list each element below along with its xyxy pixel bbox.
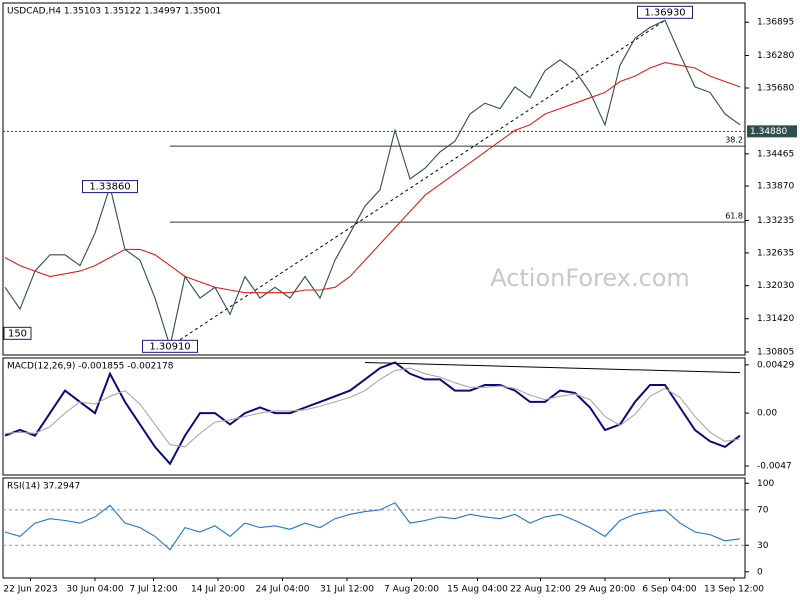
x-tick-label: 29 Aug 20:00 (575, 585, 636, 595)
y-tick-label: 1.31420 (757, 314, 794, 324)
price-annotation (142, 339, 198, 353)
y-tick-label: 100 (757, 479, 774, 489)
y-tick-label: 1.30805 (757, 348, 794, 358)
x-tick-label: 31 Jul 12:00 (320, 585, 374, 595)
x-tick-label: 24 Jul 04:00 (256, 585, 310, 595)
price-annotation (82, 180, 138, 194)
y-tick-label: 1.36280 (757, 51, 794, 61)
x-tick-label: 22 Aug 12:00 (510, 585, 571, 595)
price-annotation (637, 5, 693, 19)
trendline (169, 19, 666, 347)
series-line (4, 62, 741, 294)
series-line (4, 502, 741, 551)
x-tick-label: 14 Jul 20:00 (191, 585, 245, 595)
y-tick-label: 70 (757, 505, 769, 515)
price-annotation-label: 1.36930 (644, 7, 685, 18)
x-tick-label: 13 Sep 12:00 (704, 585, 764, 595)
price-annotation-label: 1.30910 (149, 341, 190, 352)
y-tick-label: 1.35680 (757, 84, 794, 94)
y-tick-label: 1.36895 (757, 18, 794, 28)
y-tick-label: 0.00 (757, 409, 777, 419)
series-line (4, 19, 741, 349)
y-tick-label: 1.33235 (757, 216, 794, 226)
y-tick-label: 1.32635 (757, 248, 794, 258)
fib-label: 38.2 (725, 136, 743, 145)
price-annotation-label: 1.33860 (89, 182, 130, 193)
x-tick-label: 15 Aug 04:00 (447, 585, 508, 595)
y-tick-label: 0.00429 (757, 360, 794, 370)
y-tick-label: 1.32030 (757, 281, 794, 291)
x-tick-label: 6 Sep 04:00 (642, 585, 697, 595)
last-price-box (747, 125, 797, 138)
last-price-label: 1.34880 (750, 127, 787, 137)
y-tick-label: -0.0047 (757, 462, 792, 472)
panel-frame (2, 357, 746, 476)
x-tick-label: 7 Jul 12:00 (129, 585, 178, 595)
price-annotation (3, 326, 32, 340)
series-line (4, 367, 741, 448)
panel-title: MACD(12,26,9) -0.001855 -0.002178 (7, 362, 174, 372)
watermark: ActionForex.com (490, 264, 690, 292)
x-tick-label: 7 Aug 20:00 (384, 585, 439, 595)
series-line (4, 361, 741, 466)
y-tick-label: 0 (757, 567, 763, 577)
panel-frame (2, 477, 746, 579)
panel-title: USDCAD,H4 1.35103 1.35122 1.34997 1.3500… (7, 7, 221, 17)
panel-frame (2, 2, 746, 356)
panel-title: RSI(14) 37.2947 (7, 482, 80, 492)
y-tick-label: 1.34465 (757, 149, 794, 159)
y-tick-label: 30 (757, 541, 769, 551)
fib-label: 61.8 (725, 212, 743, 221)
x-tick-label: 22 Jun 2023 (3, 585, 57, 595)
x-tick-label: 30 Jun 04:00 (66, 585, 123, 595)
trendline (364, 362, 741, 374)
price-annotation-label: 150 (8, 328, 27, 339)
y-tick-label: 1.33870 (757, 182, 794, 192)
